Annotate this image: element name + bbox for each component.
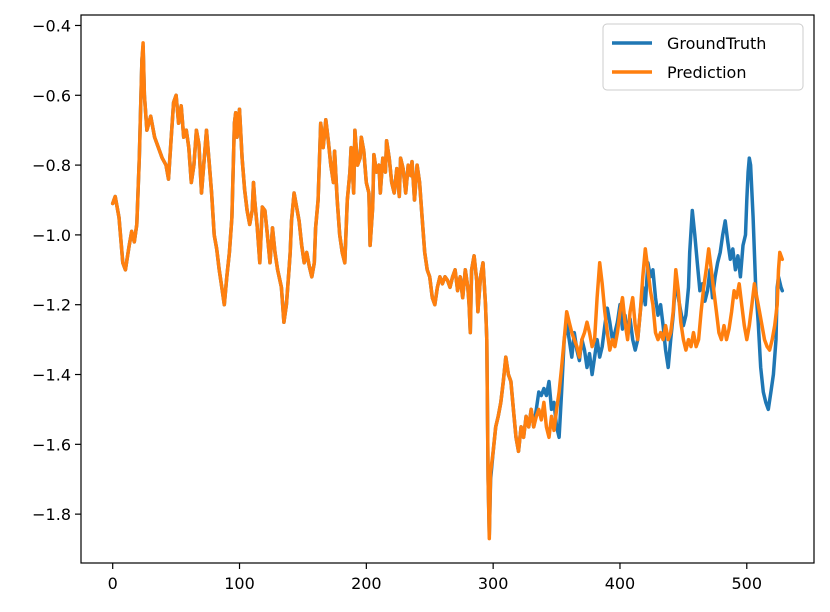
y-tick-label: −1.0 <box>32 226 71 245</box>
legend-frame <box>602 23 804 91</box>
y-tick-label: −1.6 <box>32 435 71 454</box>
plot-frame <box>80 14 815 564</box>
x-tick-label: 500 <box>732 574 763 593</box>
legend: GroundTruth Prediction <box>602 23 804 91</box>
legend-label-groundtruth: GroundTruth <box>667 34 766 53</box>
x-tick-label: 400 <box>605 574 636 593</box>
y-axis: −1.8 −1.6 −1.4 −1.2 −1.0 −0.8 −0.6 −0.4 <box>32 16 81 524</box>
x-axis: 0 100 200 300 400 500 <box>108 563 762 593</box>
legend-label-prediction: Prediction <box>667 63 746 82</box>
y-tick-label: −0.6 <box>32 86 71 105</box>
y-tick-label: −0.4 <box>32 16 71 35</box>
y-tick-label: −0.8 <box>32 156 71 175</box>
y-tick-label: −1.4 <box>32 366 71 385</box>
x-tick-label: 0 <box>108 574 118 593</box>
x-tick-label: 100 <box>224 574 255 593</box>
x-tick-label: 200 <box>351 574 382 593</box>
y-tick-label: −1.2 <box>32 296 71 315</box>
y-tick-label: −1.8 <box>32 505 71 524</box>
series-line-prediction <box>110 41 785 541</box>
x-tick-label: 300 <box>478 574 509 593</box>
series-layer <box>110 41 785 541</box>
